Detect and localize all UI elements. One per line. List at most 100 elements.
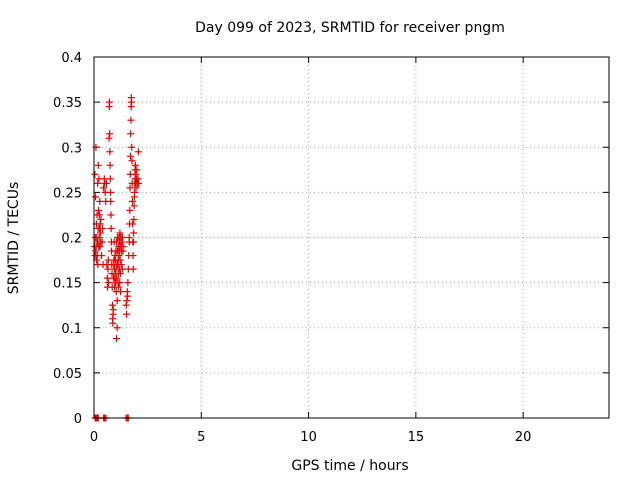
data-point [109,319,117,327]
data-point [98,252,106,260]
data-point [130,202,138,210]
data-point [107,224,115,232]
data-point [128,98,136,106]
x-tick-label: 15 [408,430,425,445]
data-point [117,261,125,269]
data-point [113,297,121,305]
x-tick-label: 5 [197,430,205,445]
data-point [134,175,142,183]
data-point [95,206,103,214]
data-point [127,130,135,138]
data-point [96,220,104,228]
data-point [129,238,137,246]
data-point [130,229,138,237]
data-point [94,161,102,169]
data-point [123,310,131,318]
data-point [98,238,106,246]
x-axis-label: GPS time / hours [291,458,408,474]
data-point [132,184,140,192]
data-point [119,243,127,251]
y-axis-label: SRMTID / TECUs [6,182,22,295]
y-tick-label: 0.1 [61,322,82,337]
data-point [106,161,114,169]
data-points [90,94,143,422]
data-point [106,175,114,183]
data-point [94,179,102,187]
data-point [127,116,135,124]
data-point [135,179,143,187]
data-point [106,148,114,156]
data-point [116,270,124,278]
y-tick-label: 0.2 [61,232,82,247]
data-point [126,184,134,192]
data-point [119,234,127,241]
data-point [105,279,113,287]
data-point [104,265,112,273]
data-point [105,98,113,106]
data-point [129,220,137,228]
data-point [134,148,142,156]
chart-title: Day 099 of 2023, SRMTID for receiver png… [195,20,505,36]
data-point [108,301,116,309]
x-tick-label: 20 [515,430,532,445]
data-point [95,234,103,241]
data-point [109,306,117,314]
grid [94,57,609,418]
data-point [132,170,140,178]
y-tick-label: 0.15 [53,277,82,292]
data-point [118,238,126,246]
y-tick-label: 0 [74,412,82,427]
data-point [107,211,115,219]
axis-ticks: 0 0.05 0.1 0.15 0.2 0.25 0.3 0.35 0.4 0 5 10 15 20 [53,51,609,445]
y-tick-label: 0.05 [53,367,82,382]
data-point [117,288,125,296]
data-point [128,143,136,151]
data-point [123,292,131,300]
data-point [106,130,114,138]
data-point [96,197,104,205]
data-point [99,224,107,232]
data-point [124,279,132,287]
data-point [123,297,131,305]
data-point [133,166,141,174]
data-point [105,134,113,142]
data-point [131,188,139,196]
data-point [131,161,139,169]
data-point [92,193,100,201]
plot-frame [93,56,610,419]
y-tick-label: 0.4 [61,51,82,66]
data-point [96,243,104,251]
data-point [95,211,103,219]
data-point [102,179,110,187]
x-tick-label: 10 [300,430,317,445]
y-tick-label: 0.3 [61,141,82,156]
data-point [118,265,126,273]
y-tick-label: 0.25 [53,186,82,201]
data-point [107,197,115,205]
data-point [116,279,124,287]
data-point [92,143,100,151]
data-point [113,274,121,282]
data-point [116,229,124,237]
data-point [115,252,123,260]
data-point [130,215,138,223]
data-point [107,188,115,196]
y-tick-label: 0.35 [53,96,82,111]
data-point [113,324,121,332]
data-point [103,274,111,282]
data-point [96,229,104,237]
data-point [97,215,105,223]
data-point [128,197,136,205]
data-point [126,206,134,214]
data-point [91,170,99,178]
data-point [129,252,137,260]
data-point [100,184,108,192]
data-point [122,301,130,309]
data-point [126,152,134,160]
x-tick-label: 0 [90,430,98,445]
data-point [128,157,136,165]
data-point [116,256,124,264]
data-point [113,335,121,343]
data-point [115,283,123,291]
